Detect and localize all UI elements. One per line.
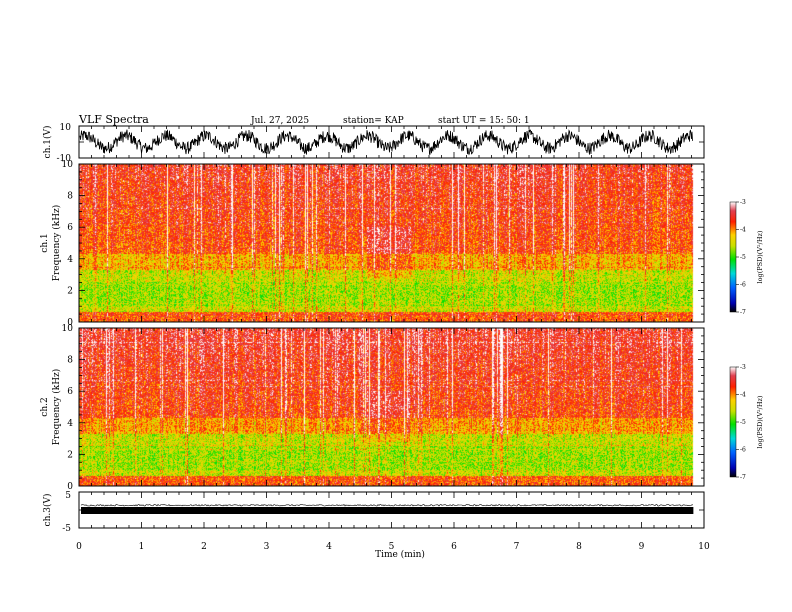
time-tick-label: 10	[698, 542, 710, 552]
ch3-waveform-ylabel: ch.3(V)	[42, 494, 53, 527]
ch1-waveform-ylabel: ch.1(V)	[42, 126, 53, 159]
colorbar-tick-label: -5	[740, 419, 746, 426]
colorbar-tick-label: -5	[740, 254, 746, 261]
start-time-label: start UT = 15: 50: 1	[438, 116, 530, 126]
time-tick-label: 3	[264, 542, 270, 552]
freq-tick-label: 8	[67, 192, 73, 202]
time-tick-label: 8	[576, 542, 582, 552]
freq-tick-label: 0	[67, 482, 73, 492]
freq-tick-label: 4	[67, 255, 73, 265]
time-tick-label: 6	[451, 542, 457, 552]
ch3-waveform-band	[81, 507, 694, 514]
ch1-ytick-bottom: -10	[57, 154, 72, 164]
station-label: station= KAP	[343, 116, 404, 126]
ch2-colorbar: -3 -4 -5 -6 -7 log(PSD)(V²/Hz)	[729, 364, 764, 481]
time-axis-label: Time (min)	[375, 549, 425, 560]
date-label: Jul. 27, 2025	[250, 116, 309, 126]
ch1-ytick-top: 10	[60, 123, 72, 133]
time-tick-label: 4	[326, 542, 332, 552]
colorbar-tick-label: -7	[740, 309, 746, 316]
ch1-waveform-line	[79, 129, 694, 156]
ch3-waveform-line	[80, 504, 694, 507]
ch1-spectrogram-panel: 0 2 4 6 8 10 ch.1 Frequency (kHz)	[40, 160, 705, 328]
ch3-ytick-bottom: -5	[62, 524, 71, 534]
colorbar-tick-label: -7	[740, 474, 746, 481]
colorbar-tick-label: -6	[740, 447, 746, 454]
ch2-spectrogram-panel: 0 2 4 6 8 10 ch.2 Frequency (kHz)	[40, 324, 705, 492]
ch1-spectrogram-channel-label: ch.1	[40, 233, 50, 252]
freq-tick-label: 6	[67, 223, 73, 233]
ch1-colorbar-label: log(PSD)(V²/Hz)	[756, 230, 764, 283]
freq-tick-label: 10	[62, 160, 74, 170]
freq-tick-label: 0	[67, 318, 73, 328]
figure-title: VLF Spectra	[78, 113, 149, 126]
freq-tick-label: 4	[67, 419, 73, 429]
time-tick-label: 0	[76, 542, 82, 552]
time-tick-label: 9	[639, 542, 645, 552]
colorbar-tick-label: -3	[740, 199, 746, 206]
ch1-spectrogram-image	[79, 164, 704, 322]
freq-tick-label: 10	[62, 324, 74, 334]
ch1-spectrogram-ylabel: Frequency (kHz)	[51, 205, 62, 282]
ch2-spectrogram-ylabel: Frequency (kHz)	[51, 369, 62, 446]
colorbar-tick-label: -3	[740, 364, 746, 371]
freq-tick-label: 2	[67, 286, 73, 296]
ch2-colorbar-gradient	[730, 367, 736, 477]
freq-tick-label: 6	[67, 387, 73, 397]
ch2-spectrogram-channel-label: ch.2	[40, 397, 50, 416]
ch2-spectrogram-image	[79, 328, 704, 486]
time-tick-label: 1	[139, 542, 145, 552]
colorbar-tick-label: -4	[740, 392, 746, 399]
ch1-waveform-panel: 10 -10 ch.1(V)	[42, 123, 705, 164]
ch1-colorbar-gradient	[730, 202, 736, 312]
ch3-waveform-panel: 5 -5 ch.3(V) 0 1 2 3 4 5 6 7 8 9 10 Time (min)	[42, 491, 710, 560]
time-tick-label: 5	[389, 542, 395, 552]
freq-tick-label: 2	[67, 450, 73, 460]
time-tick-label: 7	[514, 542, 520, 552]
ch1-colorbar: -3 -4 -5 -6 -7 log(PSD)(V²/Hz)	[729, 199, 764, 316]
ch3-ytick-top: 5	[65, 491, 71, 501]
ch2-colorbar-label: log(PSD)(V²/Hz)	[756, 395, 764, 448]
freq-tick-label: 8	[67, 356, 73, 366]
time-tick-label: 2	[201, 542, 207, 552]
colorbar-tick-label: -6	[740, 282, 746, 289]
colorbar-tick-label: -4	[740, 227, 746, 234]
